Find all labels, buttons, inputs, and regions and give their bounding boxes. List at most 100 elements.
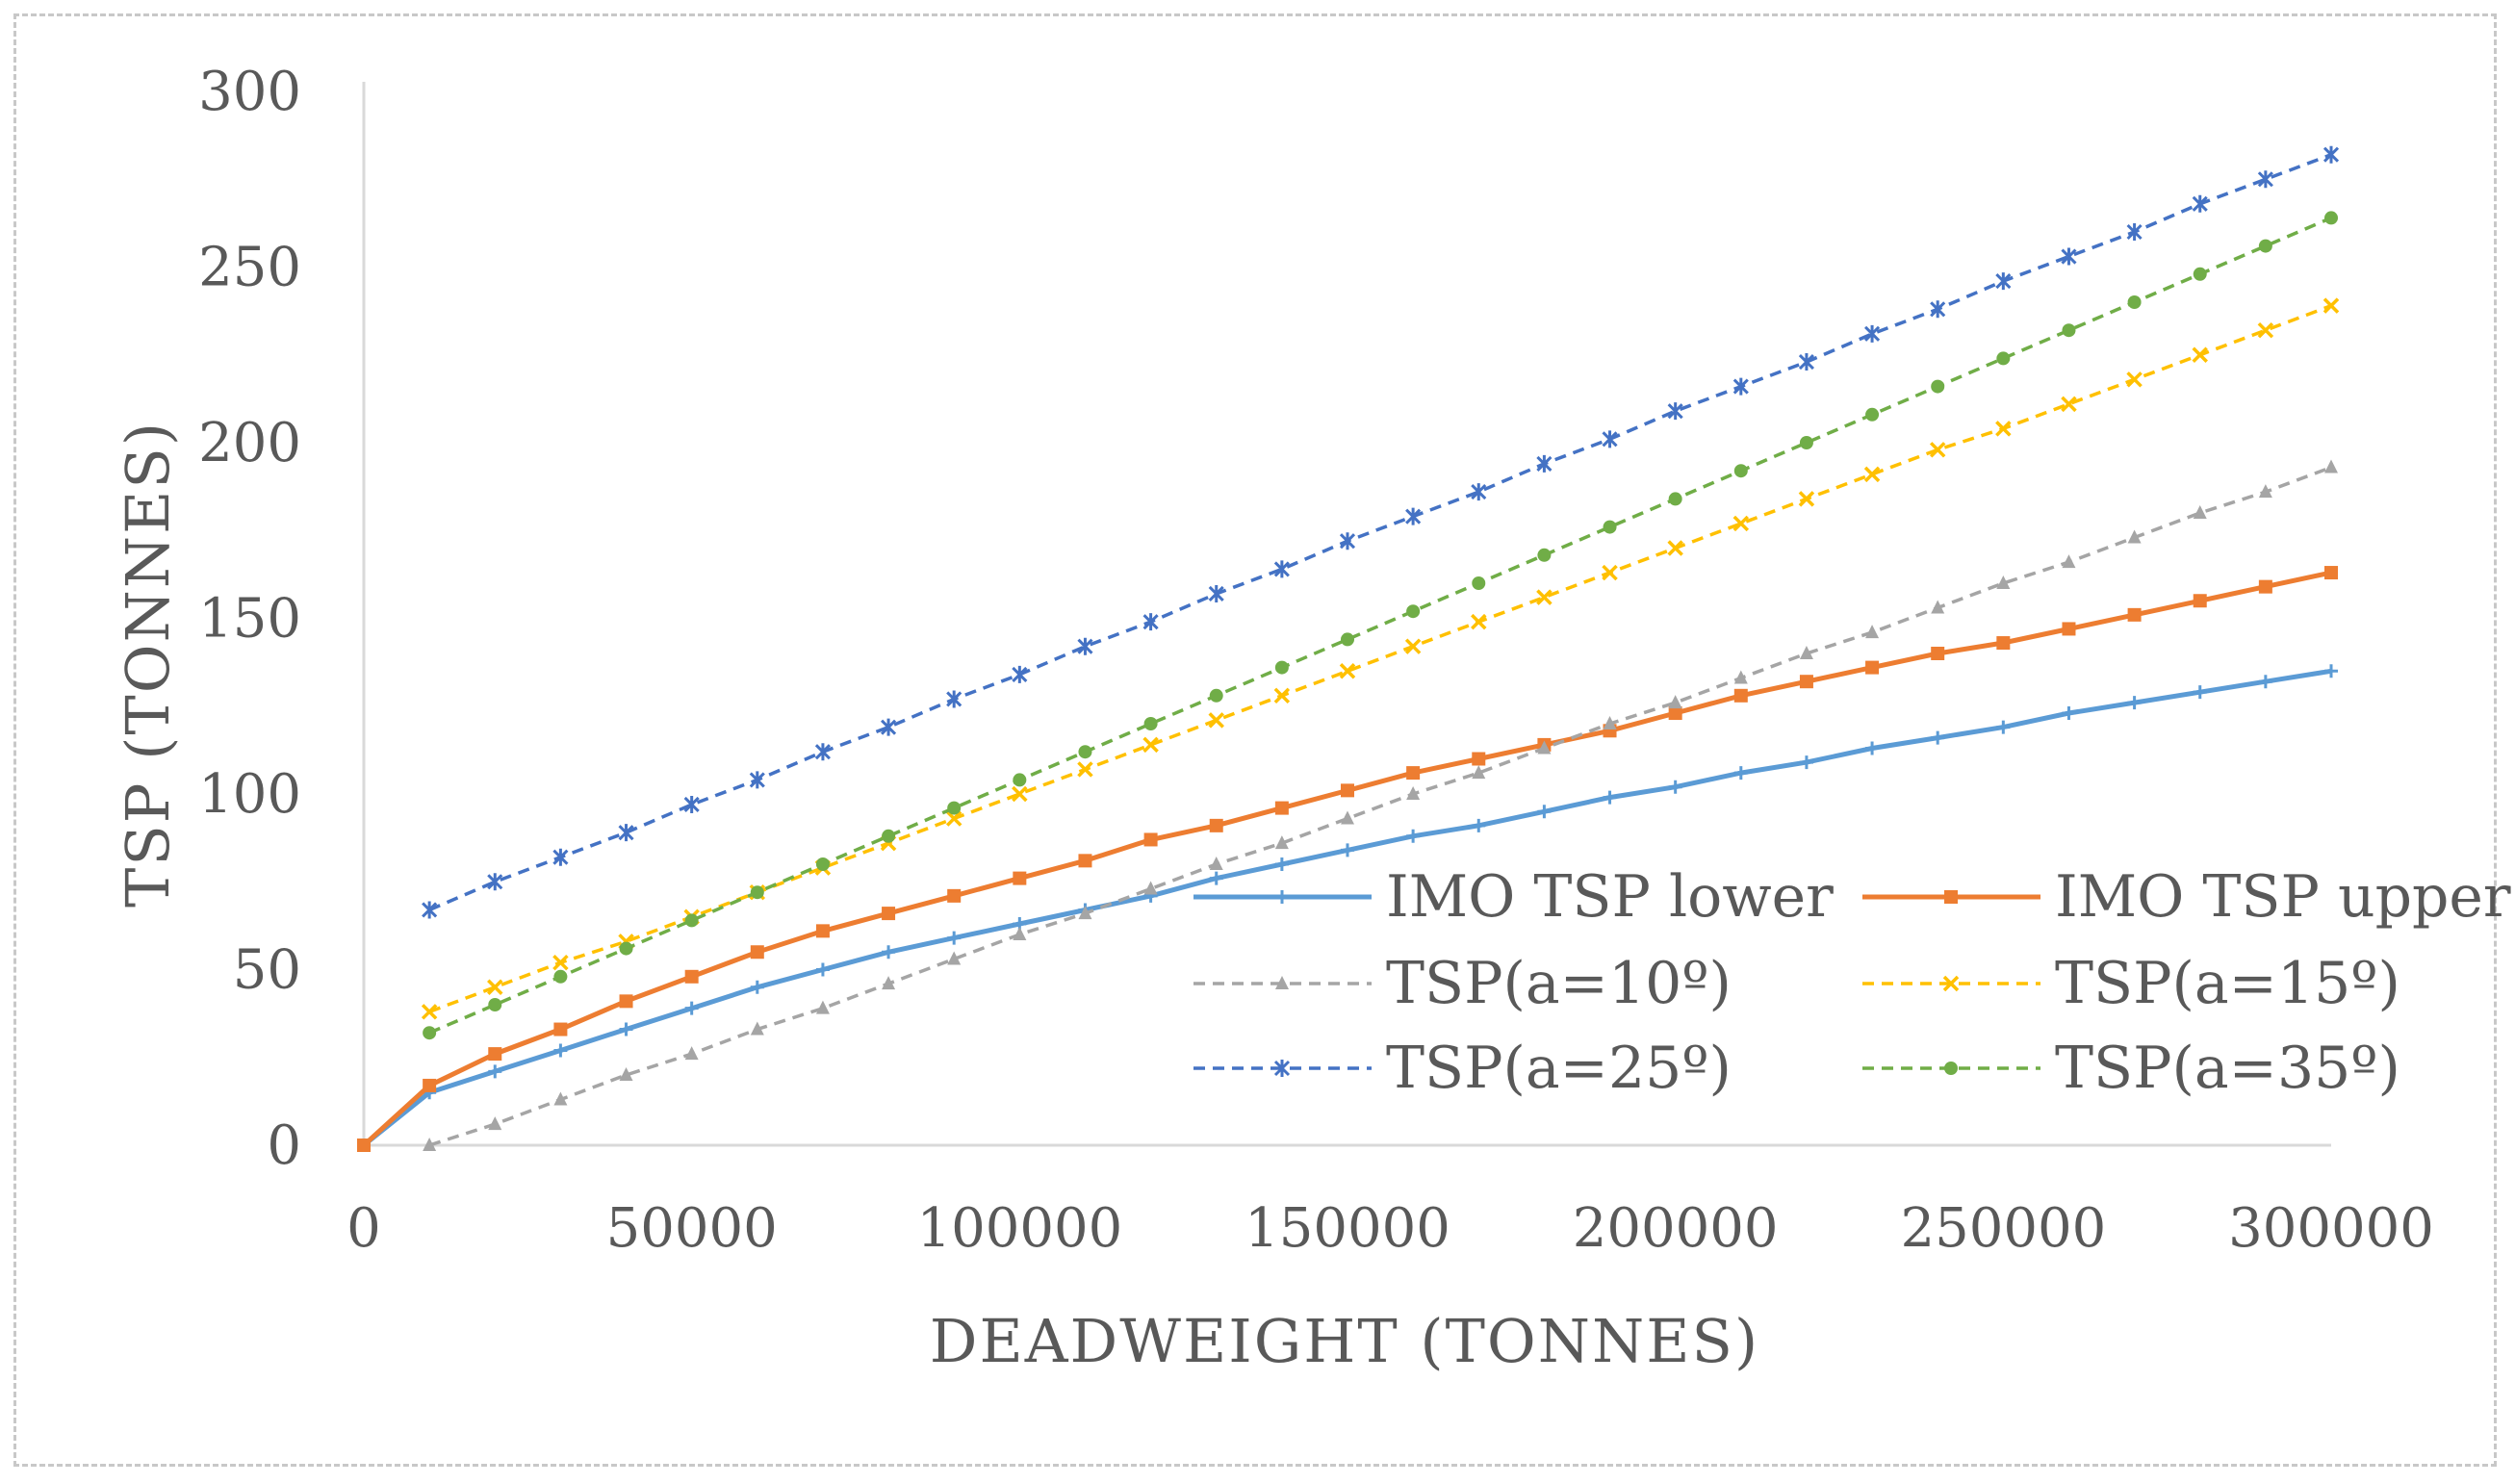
data-point xyxy=(683,795,700,813)
data-point xyxy=(553,1043,568,1058)
legend-item: TSP(a=25º) xyxy=(1193,1035,1732,1102)
legend-item: TSP(a=15º) xyxy=(1862,950,2400,1017)
y-axis-title: TSP (TONNES) xyxy=(113,421,183,908)
y-tick-label: 0 xyxy=(267,1114,301,1177)
data-point xyxy=(1995,421,2012,437)
data-point xyxy=(1472,576,1486,590)
data-point xyxy=(1995,272,2012,291)
data-point xyxy=(619,941,633,956)
series-imo-tsp-upper xyxy=(357,566,2338,1152)
data-point xyxy=(2061,247,2077,266)
x-tick-label: 200000 xyxy=(1573,1197,1779,1260)
y-tick-label: 200 xyxy=(198,412,301,474)
data-point xyxy=(1865,407,1880,422)
data-point xyxy=(1341,843,1354,857)
series-tsp-a-15 xyxy=(421,297,2340,1020)
data-point xyxy=(423,1026,437,1040)
data-point xyxy=(1341,783,1354,798)
data-point xyxy=(2062,554,2076,569)
data-point xyxy=(1142,736,1159,754)
data-point xyxy=(553,1022,568,1036)
data-point xyxy=(814,743,831,761)
data-point xyxy=(947,931,962,945)
data-point xyxy=(946,690,962,708)
data-point xyxy=(881,718,897,736)
data-point xyxy=(1406,786,1421,800)
data-point xyxy=(1274,660,1289,675)
data-point xyxy=(882,829,896,843)
data-point xyxy=(552,954,569,971)
series-tsp-a-25 xyxy=(422,145,2340,919)
data-point xyxy=(1077,637,1093,655)
data-point xyxy=(1799,675,1813,689)
data-point xyxy=(2324,211,2338,225)
data-point xyxy=(1667,402,1683,421)
legend-marker xyxy=(1944,890,1958,904)
data-point xyxy=(2061,396,2077,413)
data-point xyxy=(684,1001,699,1015)
chart-frame xyxy=(13,13,2497,1467)
data-point xyxy=(2324,459,2338,473)
series-line xyxy=(362,668,2332,1147)
data-point xyxy=(750,1021,764,1036)
data-point xyxy=(1012,785,1028,803)
data-point xyxy=(684,969,699,984)
data-point xyxy=(1931,600,1945,614)
data-point xyxy=(2127,607,2142,622)
data-point xyxy=(1733,464,1748,478)
data-point xyxy=(1341,810,1354,825)
legend-marker xyxy=(1944,1062,1958,1075)
data-point xyxy=(947,951,962,965)
data-point xyxy=(2062,622,2076,636)
data-point xyxy=(1602,430,1618,448)
data-point xyxy=(2193,685,2207,700)
data-point xyxy=(1864,324,1881,343)
legend-item: TSP(a=35º) xyxy=(1862,1035,2400,1102)
data-point xyxy=(815,924,830,938)
data-point xyxy=(1273,560,1290,578)
legend-label: IMO TSP upper xyxy=(2055,863,2511,931)
data-point xyxy=(2127,295,2142,309)
series-imo-tsp-lower xyxy=(357,664,2338,1152)
legend-marker xyxy=(1942,975,1960,992)
data-point xyxy=(2258,579,2272,594)
data-point xyxy=(2258,484,2272,499)
data-point xyxy=(815,962,830,977)
data-point xyxy=(1996,351,2011,366)
data-point xyxy=(1733,688,1748,703)
data-point xyxy=(1603,520,1617,534)
data-point xyxy=(2127,696,2142,710)
data-point xyxy=(1865,741,1880,755)
data-point xyxy=(553,1091,568,1106)
data-point xyxy=(1274,857,1289,871)
data-point xyxy=(2193,267,2207,281)
data-point xyxy=(2062,323,2076,338)
data-point xyxy=(2192,194,2208,213)
data-point xyxy=(1667,540,1683,556)
data-point xyxy=(1930,300,1946,319)
series-line xyxy=(428,153,2332,912)
x-axis-title: DEADWEIGHT (TONNES) xyxy=(930,1306,1759,1376)
data-point xyxy=(1865,660,1880,675)
data-point xyxy=(1209,688,1223,703)
data-point xyxy=(1799,646,1813,659)
y-tick-label: 50 xyxy=(233,939,301,1002)
data-point xyxy=(423,1078,437,1092)
data-point xyxy=(1078,854,1092,868)
data-point xyxy=(1208,584,1224,602)
data-point xyxy=(2193,594,2207,608)
data-point xyxy=(421,1004,438,1020)
data-point xyxy=(1996,720,2011,734)
data-point xyxy=(2258,239,2272,253)
data-point xyxy=(1406,829,1421,843)
x-tick-label: 50000 xyxy=(606,1197,778,1260)
data-point xyxy=(1143,881,1158,895)
legend-item: IMO TSP lower xyxy=(1193,863,1834,931)
data-point xyxy=(1798,491,1815,507)
data-point xyxy=(1208,712,1224,729)
legend-item: TSP(a=10º) xyxy=(1193,950,1732,1017)
data-point xyxy=(1603,716,1617,729)
data-point xyxy=(1537,805,1552,819)
series-line xyxy=(428,304,2332,1013)
